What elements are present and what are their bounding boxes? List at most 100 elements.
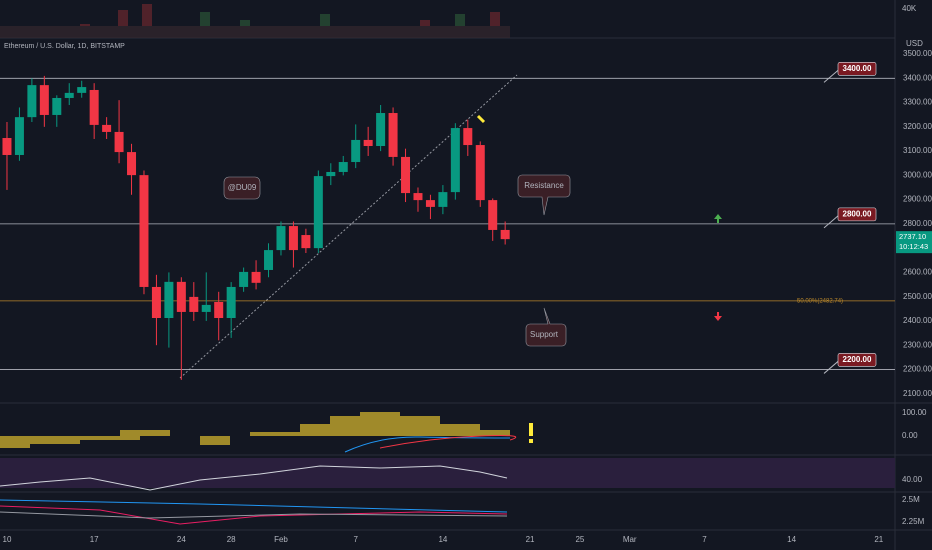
candle-body — [77, 87, 87, 93]
rsi-line — [0, 465, 508, 491]
candle-body — [338, 162, 348, 172]
macd-histogram — [0, 412, 510, 448]
x-tick-label: 7 — [353, 535, 358, 544]
candle-body — [288, 226, 298, 251]
obv-label: 2.5M — [902, 495, 920, 504]
volume-bars — [0, 4, 510, 38]
y-tick-label: 3300.00 — [903, 98, 932, 107]
y-tick-label: 2200.00 — [903, 365, 932, 374]
candle-body — [239, 271, 249, 287]
candle-body — [500, 229, 510, 240]
y-tick-label: 2100.00 — [903, 389, 932, 398]
x-tick-label: 24 — [177, 535, 186, 544]
candle-body — [264, 250, 274, 270]
y-tick-label: 2400.00 — [903, 316, 932, 325]
obv-label: 2.25M — [902, 517, 925, 526]
candle-body — [52, 97, 62, 115]
candle-body — [139, 175, 149, 287]
candle-body — [127, 152, 137, 176]
candle-body — [2, 138, 12, 155]
y-tick-label: 3000.00 — [903, 170, 932, 179]
x-tick-label: 10 — [3, 535, 12, 544]
candle-body — [326, 171, 336, 177]
candle-body — [151, 286, 161, 319]
x-tick-label: 21 — [526, 535, 535, 544]
candle-body — [114, 131, 124, 153]
obv-ma — [0, 499, 508, 513]
level-callout — [837, 353, 877, 367]
x-tick-label: 25 — [575, 535, 584, 544]
annotation-box — [525, 307, 567, 347]
down-arrow — [714, 312, 722, 321]
candle-body — [27, 85, 37, 118]
candle-body — [313, 176, 323, 249]
last-price-label: 2737.10 — [899, 232, 926, 241]
candle-body — [39, 85, 49, 115]
candle-body — [425, 200, 435, 207]
x-tick-label: 7 — [702, 535, 707, 544]
candle-body — [463, 128, 473, 146]
chart-title: Ethereum / U.S. Dollar, 1D, BITSTAMP — [4, 43, 125, 50]
candle-body — [64, 92, 74, 98]
y-tick-label: 2500.00 — [903, 292, 932, 301]
currency-label: USD — [906, 39, 923, 48]
rsi-band — [0, 458, 895, 488]
level-callout — [837, 62, 877, 76]
annotation: Resistance — [524, 181, 564, 190]
candle-body — [201, 304, 211, 312]
candle-body — [301, 235, 311, 249]
obv-line — [0, 505, 508, 525]
candle-body — [438, 192, 448, 207]
annotation: Support — [530, 330, 559, 339]
candle-body — [450, 128, 460, 193]
candle-body — [189, 296, 199, 312]
candle-body — [413, 193, 423, 201]
x-tick-label: 14 — [787, 535, 796, 544]
candle-body — [401, 156, 411, 194]
candle-body — [226, 286, 236, 319]
y-tick-label: 3100.00 — [903, 146, 932, 155]
candle-body — [164, 281, 174, 319]
candle-body — [14, 117, 24, 155]
callout-pointer — [823, 215, 839, 229]
trend-line — [179, 74, 518, 379]
x-tick-label: 14 — [438, 535, 447, 544]
rsi-label: 40.00 — [902, 475, 923, 484]
x-tick-label: Feb — [274, 535, 288, 544]
y-tick-label: 3200.00 — [903, 122, 932, 131]
candle-body — [376, 113, 386, 147]
candle-body — [475, 145, 485, 201]
y-tick-label: 2600.00 — [903, 268, 932, 277]
countdown: 10:12:43 — [899, 242, 928, 251]
candle-body — [388, 113, 398, 157]
candle-body — [102, 124, 112, 132]
y-tick-label: 3400.00 — [903, 73, 932, 82]
y-tick-label: 3500.00 — [903, 49, 932, 58]
level-label: 2200.00 — [843, 355, 872, 364]
signal-line — [379, 435, 517, 449]
callout-pointer — [823, 69, 839, 83]
candle-body — [351, 139, 361, 163]
candle-body — [251, 271, 261, 283]
candle-body — [488, 200, 498, 230]
callout-pointer — [823, 361, 839, 374]
fib-label: 50.00%(2482.74) — [797, 298, 843, 304]
y-tick-label: 2900.00 — [903, 195, 932, 204]
annotation: @DU09 — [228, 183, 257, 192]
volume-label: 40K — [902, 4, 917, 13]
level-callout — [837, 207, 877, 222]
annotation-box — [223, 176, 261, 200]
x-tick-label: Mar — [623, 535, 637, 544]
candle-body — [89, 89, 99, 125]
level-label: 3400.00 — [843, 64, 872, 73]
candle-body — [276, 226, 286, 251]
macd-label: 100.00 — [902, 408, 927, 417]
alert-icon — [529, 423, 533, 436]
x-tick-label: 21 — [874, 535, 883, 544]
macd-line — [344, 436, 511, 453]
last-price-box — [896, 231, 932, 254]
obv-line-2 — [0, 511, 508, 519]
macd-label: 0.00 — [902, 431, 918, 440]
up-arrow — [714, 214, 722, 223]
